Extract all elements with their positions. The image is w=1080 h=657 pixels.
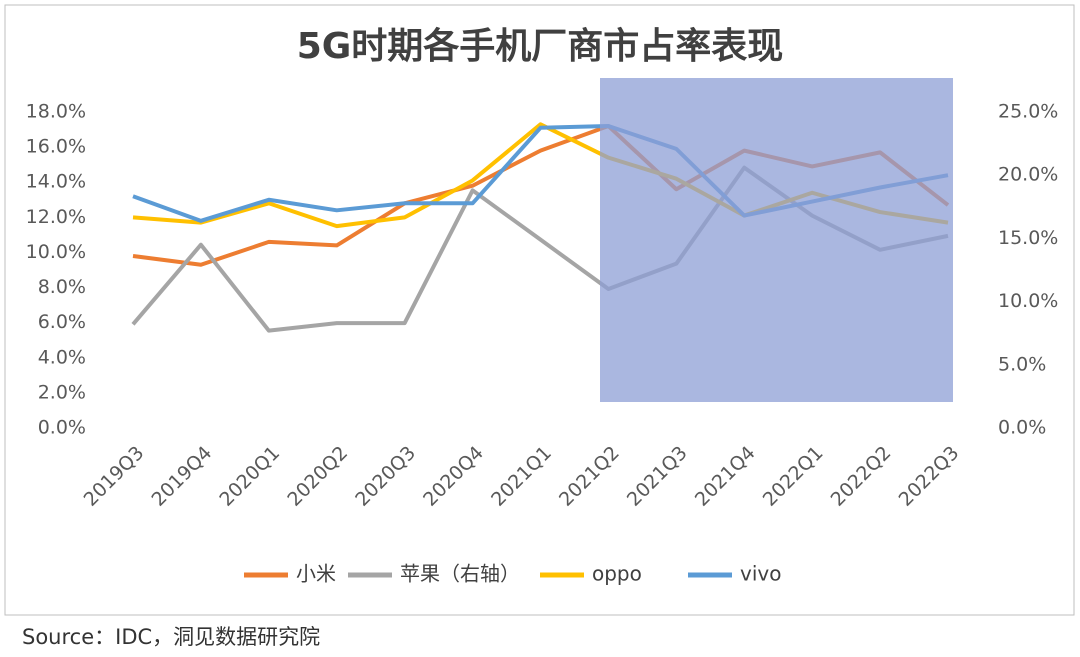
legend: 小米 苹果（右轴） oppo vivo — [244, 562, 781, 586]
y-tick-label: 8.0% — [38, 276, 86, 298]
y-tick-label: 10.0% — [26, 241, 86, 263]
y-tick-label: 2.0% — [38, 381, 86, 403]
y2-tick-label: 25.0% — [998, 101, 1058, 123]
y-tick-label: 18.0% — [26, 101, 86, 123]
y-tick-label: 16.0% — [26, 136, 86, 158]
legend-label: vivo — [740, 562, 781, 586]
y2-tick-label: 0.0% — [998, 417, 1046, 439]
chart-title: 5G时期各手机厂商市占率表现 — [297, 26, 784, 67]
y2-tick-label: 5.0% — [998, 353, 1046, 375]
highlight-box — [600, 78, 953, 402]
source-note: Source：IDC，洞见数据研究院 — [22, 625, 320, 649]
legend-label: oppo — [592, 562, 642, 586]
y-tick-label: 6.0% — [38, 311, 86, 333]
y2-tick-label: 10.0% — [998, 290, 1058, 312]
legend-label: 小米 — [296, 562, 336, 586]
y-tick-label: 14.0% — [26, 171, 86, 193]
legend-label: 苹果（右轴） — [400, 562, 520, 586]
y2-tick-label: 20.0% — [998, 164, 1058, 186]
y-tick-label: 4.0% — [38, 346, 86, 368]
y-tick-label: 12.0% — [26, 206, 86, 228]
y2-tick-label: 15.0% — [998, 227, 1058, 249]
y-tick-label: 0.0% — [38, 417, 86, 439]
